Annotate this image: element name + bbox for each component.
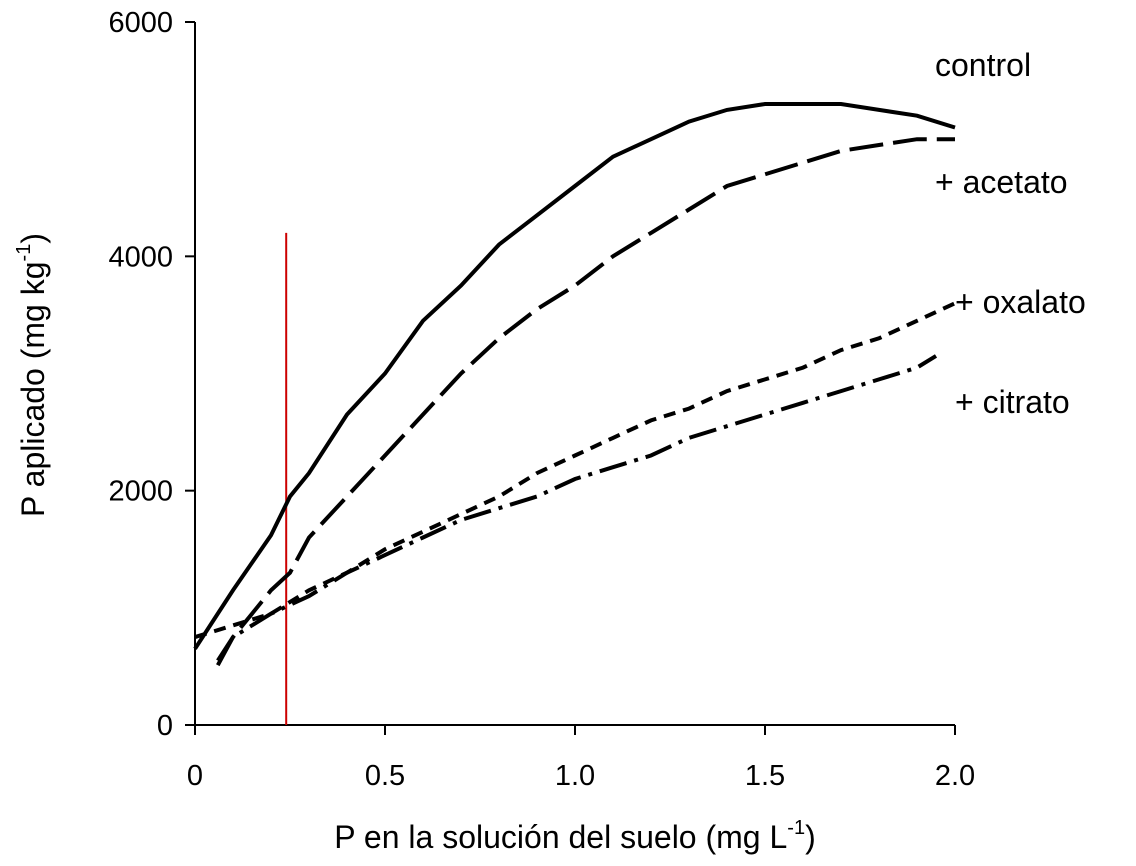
legend-label: control	[935, 47, 1031, 83]
x-axis-label: P en la solución del suelo (mg L-1)	[334, 817, 815, 855]
y-tick-label: 2000	[108, 476, 173, 508]
x-tick-label: 2.0	[935, 760, 975, 792]
series-line	[216, 354, 938, 662]
legend-label: + acetato	[935, 164, 1068, 200]
y-label-sup: -1	[13, 244, 35, 262]
y-label-text: P aplicado (mg kg	[15, 261, 51, 517]
y-tick-label: 4000	[108, 241, 173, 273]
x-tick-label: 1.0	[555, 760, 595, 792]
x-label-end: )	[805, 819, 816, 855]
x-tick-label: 1.5	[745, 760, 785, 792]
y-tick-label: 6000	[108, 7, 173, 39]
y-tick-label: 0	[157, 710, 173, 742]
legend-label: + oxalato	[955, 284, 1086, 320]
x-tick-label: 0.5	[365, 760, 405, 792]
series-line	[194, 301, 956, 640]
series-line	[193, 102, 956, 650]
x-tick-label: 0	[187, 760, 203, 792]
y-label-end: )	[15, 233, 51, 244]
y-axis-label: P aplicado (mg kg-1)	[13, 233, 51, 517]
x-label-sup: -1	[787, 817, 805, 839]
legend-label: + citrato	[955, 384, 1070, 420]
series-line	[216, 137, 955, 667]
x-label-text: P en la solución del suelo (mg L	[334, 819, 787, 855]
